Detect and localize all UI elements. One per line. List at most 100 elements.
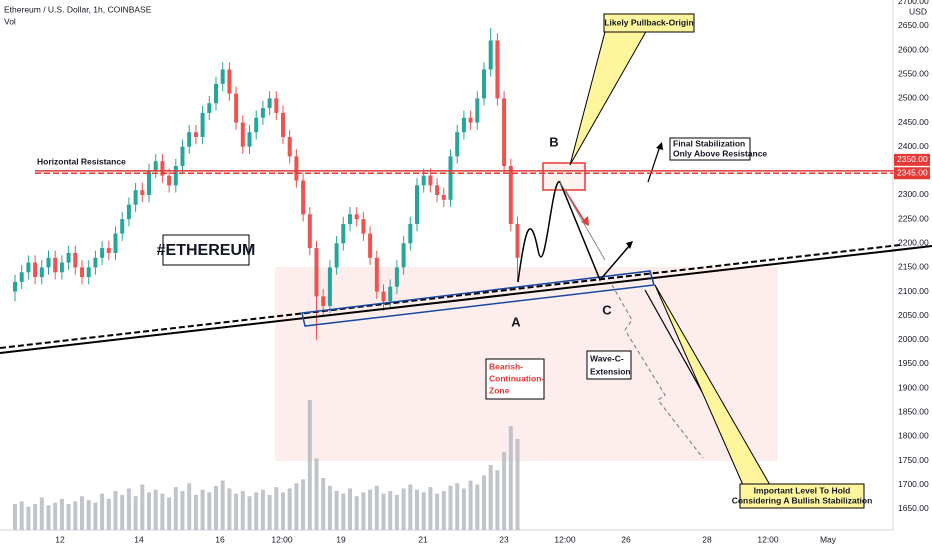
series: [13, 27, 520, 530]
volume-bar: [180, 491, 185, 530]
volume-bar: [515, 439, 520, 530]
y-tick-label: 2600.00: [898, 44, 929, 54]
volume-bar: [113, 491, 118, 530]
candle-body: [374, 257, 379, 292]
candle-body: [368, 233, 373, 258]
chart-title: Ethereum / U.S. Dollar, 1h, COINBASE: [4, 4, 152, 14]
volume-bar: [33, 504, 38, 530]
candle-body: [341, 223, 346, 244]
volume-bar: [388, 491, 393, 530]
x-tick-label: 19: [336, 534, 346, 544]
volume-bar: [86, 500, 91, 530]
candle-body: [307, 214, 312, 249]
candle-body: [301, 180, 306, 215]
volume-bar: [468, 480, 473, 530]
candle-body: [354, 214, 359, 220]
zone-box: [485, 358, 545, 400]
y-tick-label: 2550.00: [898, 69, 929, 79]
candle-body: [100, 248, 105, 258]
candle-body: [502, 98, 507, 167]
candle-body: [46, 257, 51, 268]
volume-bar: [193, 494, 198, 530]
volume-bar: [200, 489, 205, 530]
y-tick-label: 2500.00: [898, 93, 929, 103]
volume-bar: [234, 493, 239, 530]
candle-body: [401, 243, 406, 268]
candle-body: [33, 262, 38, 278]
volume-bar: [267, 494, 272, 530]
volume-bar: [140, 484, 145, 530]
y-tick-label: 2100.00: [898, 286, 929, 296]
candle-body: [13, 281, 17, 292]
candle-body: [133, 190, 138, 205]
x-tick-label: 16: [215, 534, 225, 544]
x-tick-label: 12: [55, 534, 65, 544]
volume-bar: [274, 487, 279, 530]
candle-body: [160, 161, 165, 176]
candle-body: [388, 286, 393, 302]
wave-c-path: [611, 284, 704, 459]
final-text-1: Final Stabilization: [673, 138, 745, 148]
y-tick-label: 2400.00: [898, 141, 929, 151]
level-text-1: Important Level To Hold: [754, 485, 851, 495]
candle-body: [80, 267, 84, 278]
price-badge: [894, 167, 930, 180]
volume-bar: [361, 492, 366, 530]
candle-body: [381, 291, 386, 302]
candle-body: [455, 132, 460, 157]
candle-body: [515, 223, 520, 258]
candle-body: [287, 137, 292, 157]
volume-bar: [287, 488, 292, 530]
volume-bar: [66, 504, 71, 530]
candle-body: [274, 98, 279, 113]
price-badge-label: 2350.00: [897, 154, 928, 164]
volume-bar: [207, 492, 212, 530]
candle-body: [153, 161, 158, 171]
candle-body: [126, 204, 131, 220]
volume-bar: [354, 496, 359, 530]
volume-bar: [381, 493, 386, 530]
candle-body: [435, 185, 440, 195]
volume-bar: [408, 484, 413, 530]
candle-body: [475, 98, 480, 123]
volume-bar: [307, 400, 312, 530]
y-tick-label: 2050.00: [898, 310, 929, 320]
red-arrow: [564, 189, 586, 223]
candle-body: [321, 296, 326, 307]
candle-body: [140, 190, 145, 195]
pullback-callout: [603, 13, 695, 33]
candle-body: [495, 40, 500, 99]
volume-bar: [120, 494, 125, 530]
volume-bar: [73, 501, 78, 530]
volume-bar: [240, 491, 245, 530]
up-arrow: [647, 145, 661, 183]
candle-body: [415, 185, 419, 224]
volume-bar: [167, 497, 172, 530]
ticker-text: #ETHEREUM: [157, 242, 256, 259]
y-tick-label: 2450.00: [898, 117, 929, 127]
candle-body: [461, 117, 466, 133]
candle-body: [53, 257, 58, 273]
candle-body: [200, 112, 205, 138]
volume-bar: [247, 496, 252, 530]
candle-body: [468, 117, 473, 123]
candle-body: [120, 219, 125, 234]
zone-text-3: Zone: [489, 385, 510, 395]
candle-body: [281, 112, 285, 138]
pullback-box: [542, 162, 586, 191]
candle-body: [86, 267, 91, 278]
volume-bar: [254, 492, 259, 530]
candle-body: [294, 156, 299, 181]
volume-bar: [441, 491, 446, 530]
x-tick-label: 23: [499, 534, 509, 544]
x-tick-label: 21: [418, 534, 428, 544]
candle-body: [361, 219, 366, 234]
volume-bar: [502, 452, 507, 530]
price-badge-label: 2345.00: [897, 168, 928, 178]
candle-body: [247, 132, 252, 147]
candle-body: [441, 194, 446, 200]
projection-path: [517, 181, 631, 283]
volume-bar: [93, 502, 98, 530]
volume-bar: [26, 506, 31, 530]
candle-body: [207, 103, 212, 113]
